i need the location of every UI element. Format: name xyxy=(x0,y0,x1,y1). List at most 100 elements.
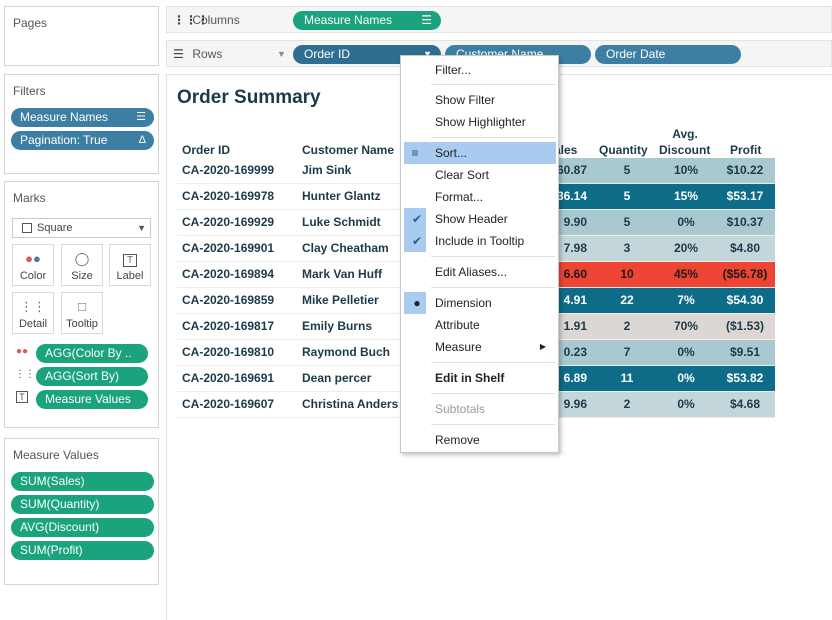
header-sales[interactable]: ales xyxy=(554,143,578,157)
tooltip-button-label: Tooltip xyxy=(66,318,98,330)
menu-item-label: Format... xyxy=(435,190,484,204)
menu-item-attribute[interactable]: Attribute xyxy=(401,314,558,336)
table-row[interactable]: CA-2020-169999 Jim Sink 60.87 5 10% $10.22 xyxy=(177,158,775,184)
cell-order-id: CA-2020-169691 xyxy=(182,371,275,385)
cell-customer-name: Mark Van Huff xyxy=(302,267,383,281)
cell-sales: 4.91 xyxy=(563,293,587,307)
menu-item-dimension[interactable]: ● Dimension xyxy=(401,292,558,314)
menu-item-label: Edit Aliases... xyxy=(435,265,508,279)
filters-card[interactable]: Filters Measure Names ☰ Pagination: True… xyxy=(4,74,159,174)
header-customer-name[interactable]: Customer Name xyxy=(302,143,395,157)
measure-pill-quantity[interactable]: SUM(Quantity) xyxy=(11,495,154,514)
table-row[interactable]: CA-2020-169817 Emily Burns 1.91 2 70% ($1.53) xyxy=(177,314,775,340)
checkmark-icon: ✔ xyxy=(411,212,423,226)
measure-pill-label: SUM(Quantity) xyxy=(20,497,100,511)
header-avg[interactable]: Avg. xyxy=(672,127,698,141)
menu-item-show-filter[interactable]: Show Filter xyxy=(401,89,558,111)
cell-customer-name: Jim Sink xyxy=(302,163,352,177)
cell-profit: $54.30 xyxy=(726,293,764,307)
cell-customer-name: Luke Schmidt xyxy=(302,215,381,229)
color-button[interactable]: ●● Color xyxy=(12,244,54,286)
menu-item-show-header[interactable]: ✔ Show Header xyxy=(401,208,558,230)
menu-item-label: Filter... xyxy=(435,63,472,77)
cell-discount: 70% xyxy=(673,319,699,333)
mark-type-select[interactable]: Square ▼ xyxy=(12,218,151,238)
cell-order-id: CA-2020-169929 xyxy=(182,215,275,229)
menu-item-label: Clear Sort xyxy=(435,168,490,182)
chevron-down-icon[interactable]: ▼ xyxy=(277,49,286,59)
filter-lines-icon: ☰ xyxy=(136,111,146,123)
cell-order-id: CA-2020-169607 xyxy=(182,397,275,411)
color-band xyxy=(547,366,775,391)
label-button[interactable]: T Label xyxy=(109,244,151,286)
columns-shelf[interactable]: ⋮⋮⋮ Columns Measure Names ☰ xyxy=(166,6,832,33)
menu-item-include-tooltip[interactable]: ✔ Include in Tooltip xyxy=(401,230,558,252)
detail-button[interactable]: ⋮⋮ Detail xyxy=(12,292,54,334)
table-row[interactable]: CA-2020-169978 Hunter Glantz 36.14 5 15% $53.… xyxy=(177,184,775,210)
menu-item-show-highlighter[interactable]: Show Highlighter xyxy=(401,111,558,133)
marks-pill-color[interactable]: AGG(Color By .. xyxy=(36,344,148,363)
pages-card[interactable]: Pages xyxy=(4,6,159,66)
table-row[interactable]: CA-2020-169929 Luke Schmidt 9.90 5 0% $10.37 xyxy=(177,210,775,236)
cell-sales: 1.91 xyxy=(563,319,587,333)
menu-item-clear-sort[interactable]: Clear Sort xyxy=(401,164,558,186)
header-quantity[interactable]: Quantity xyxy=(599,143,648,157)
menu-item-subtotals: Subtotals xyxy=(401,398,558,420)
rows-pill-order-date[interactable]: Order Date xyxy=(595,45,741,64)
measure-pill-discount[interactable]: AVG(Discount) xyxy=(11,518,154,537)
left-panel: Pages Filters Measure Names ☰ Pagination… xyxy=(0,0,166,620)
marks-pill-measure-values[interactable]: Measure Values xyxy=(36,390,148,409)
table-row[interactable]: CA-2020-169691 Dean percer 6.89 11 0% $53.82 xyxy=(177,366,775,392)
cell-discount: 7% xyxy=(677,293,695,307)
cell-discount: 20% xyxy=(673,241,699,255)
cell-discount: 0% xyxy=(677,371,695,385)
header-discount[interactable]: Discount xyxy=(659,143,711,157)
menu-item-label: Sort... xyxy=(435,146,468,160)
measure-pill-sales[interactable]: SUM(Sales) xyxy=(11,472,154,491)
columns-pill-measure-names[interactable]: Measure Names ☰ xyxy=(293,11,441,30)
rows-pill-label: Order ID xyxy=(304,47,351,61)
menu-item-label: Edit in Shelf xyxy=(435,371,505,385)
color-band xyxy=(547,210,775,235)
size-button[interactable]: ◯ Size xyxy=(61,244,103,286)
table-row[interactable]: CA-2020-169894 Mark Van Huff 6.60 10 45% ($56… xyxy=(177,262,775,288)
tooltip-button[interactable]: □ Tooltip xyxy=(61,292,103,334)
menu-item-measure[interactable]: Measure ▶ xyxy=(401,336,558,358)
size-button-label: Size xyxy=(71,270,93,282)
cell-sales: 60.87 xyxy=(556,163,587,177)
menu-item-edit-aliases[interactable]: Edit Aliases... xyxy=(401,261,558,283)
menu-item-edit-in-shelf[interactable]: Edit in Shelf xyxy=(401,367,558,389)
cell-order-id: CA-2020-169894 xyxy=(182,267,275,281)
table-row[interactable]: CA-2020-169901 Clay Cheatham 7.98 3 20% $4.80 xyxy=(177,236,775,262)
cell-customer-name: Mike Pelletier xyxy=(302,293,379,307)
square-icon xyxy=(22,223,32,233)
header-profit[interactable]: Profit xyxy=(730,143,762,157)
measure-pill-profit[interactable]: SUM(Profit) xyxy=(11,541,154,560)
cell-order-id: CA-2020-169810 xyxy=(182,345,275,359)
cell-sales: 0.23 xyxy=(563,345,587,359)
table-row[interactable]: CA-2020-169607 Christina Anders 9.96 2 0% $4.… xyxy=(177,392,775,418)
checkmark-icon: ✔ xyxy=(411,234,423,248)
color-button-label: Color xyxy=(19,270,47,282)
table-row[interactable]: CA-2020-169810 Raymond Buch 0.23 7 0% $9.51 xyxy=(177,340,775,366)
menu-item-format[interactable]: Format... xyxy=(401,186,558,208)
marks-pill-sort[interactable]: AGG(Sort By) xyxy=(36,367,148,386)
columns-label-text: Columns xyxy=(192,13,240,27)
chevron-down-icon: ▼ xyxy=(137,223,146,233)
menu-item-label: Show Highlighter xyxy=(435,115,526,129)
cell-customer-name: Emily Burns xyxy=(302,319,373,333)
filter-pill-pagination[interactable]: Pagination: True Δ xyxy=(11,131,154,150)
menu-item-filter[interactable]: Filter... xyxy=(401,59,558,81)
marks-card: Marks Square ▼ ●● Color ◯ Size T Label ⋮… xyxy=(4,181,159,428)
menu-item-remove[interactable]: Remove xyxy=(401,429,558,451)
delta-icon: Δ xyxy=(138,134,146,146)
filter-pill-measure-names[interactable]: Measure Names ☰ xyxy=(11,108,154,127)
filter-pill-label: Pagination: True xyxy=(20,133,108,147)
header-order-id[interactable]: Order ID xyxy=(182,143,231,157)
menu-separator xyxy=(431,84,555,85)
cell-profit: $53.17 xyxy=(726,189,764,203)
menu-item-sort[interactable]: ≡ Sort... xyxy=(404,142,556,164)
cell-discount: 10% xyxy=(673,163,699,177)
table-row[interactable]: CA-2020-169859 Mike Pelletier 4.91 22 7% $54.… xyxy=(177,288,775,314)
cell-customer-name: Raymond Buch xyxy=(302,345,391,359)
